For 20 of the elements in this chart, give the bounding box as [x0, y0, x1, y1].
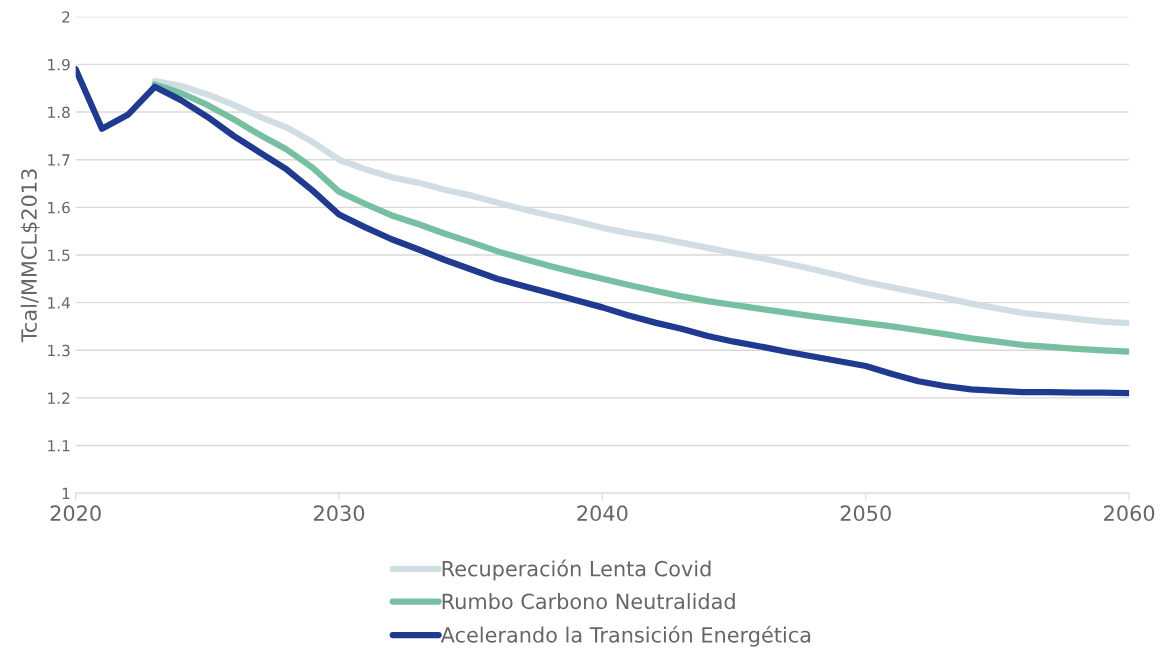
- y-tick-label: 1.8: [48, 106, 70, 119]
- y-tick-label: 1.4: [48, 297, 70, 309]
- x-tick-label: 2020: [50, 505, 101, 522]
- y-tick-label: 1.3: [48, 344, 70, 357]
- y-tick-label: 1.5: [48, 249, 70, 261]
- legend-label: Recuperación Lenta Covid: [442, 559, 711, 581]
- x-tick-label: 2060: [1104, 505, 1155, 522]
- y-tick-label: 1.7: [48, 154, 70, 166]
- legend-label: Acelerando la Transición Energética: [440, 625, 811, 647]
- y-tick-label: 1.9: [48, 58, 70, 71]
- y-tick-label: 1.2: [48, 392, 70, 404]
- legend-label: Rumbo Carbono Neutralidad: [442, 593, 735, 610]
- y-tick-label: 1.1: [48, 440, 70, 452]
- x-tick-label: 2030: [314, 505, 365, 522]
- y-tick-label: 2: [62, 11, 70, 23]
- y-tick-label: 1.6: [48, 201, 70, 214]
- y-axis-title: Tcal/MMCL$2013: [20, 169, 40, 343]
- x-tick-label: 2050: [840, 505, 891, 522]
- x-tick-label: 2040: [577, 505, 628, 522]
- y-tick-label: 1: [62, 487, 70, 499]
